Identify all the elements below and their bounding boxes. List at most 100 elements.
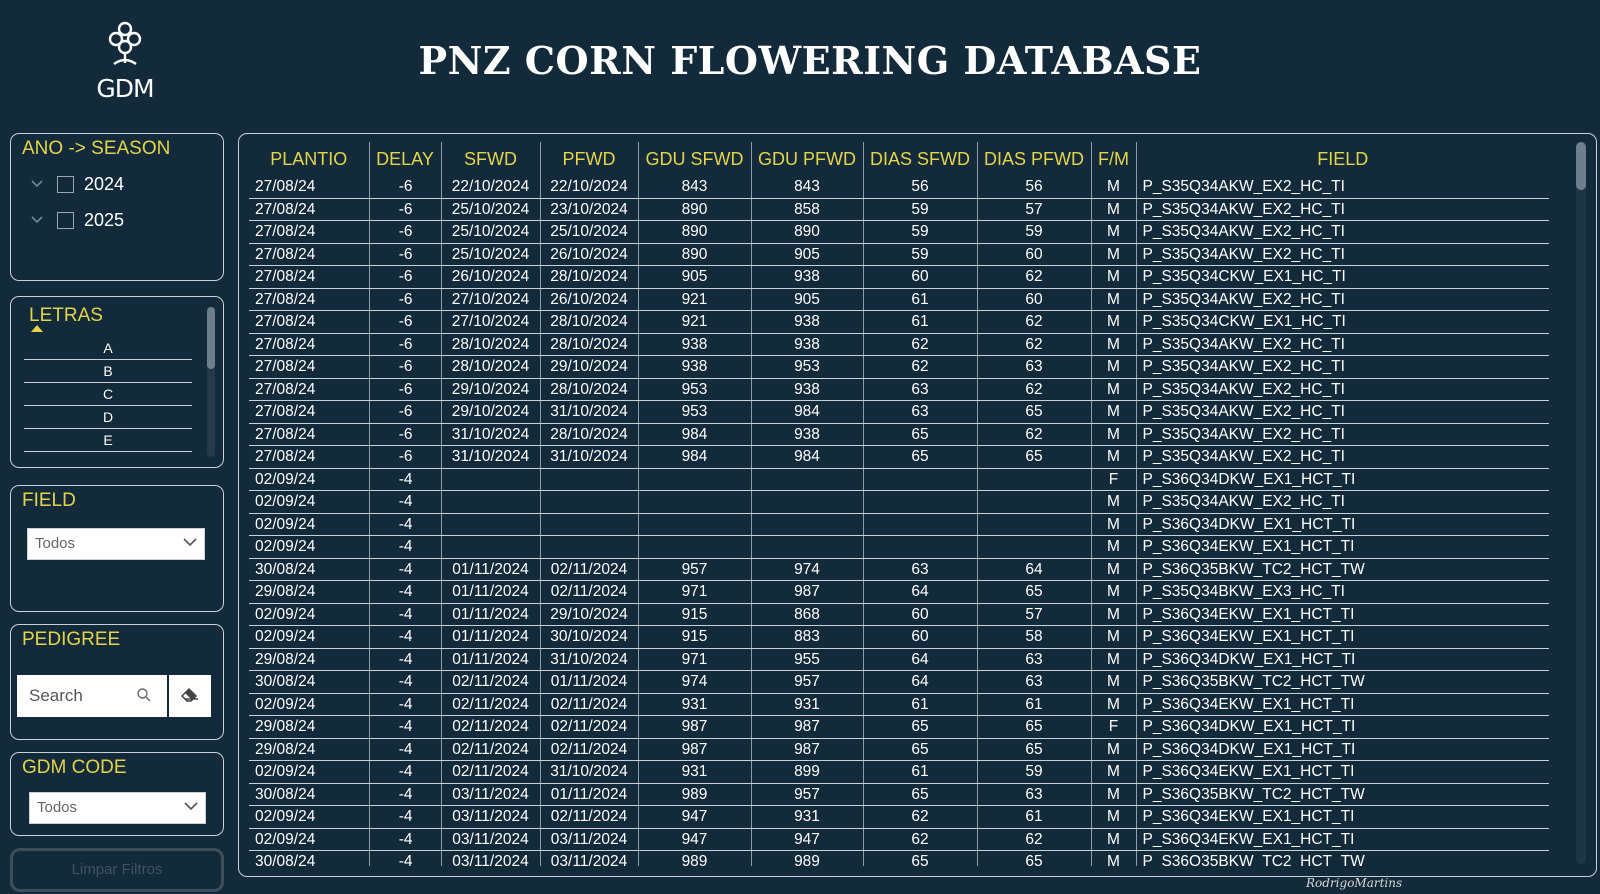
table-row[interactable]: 30/08/24 -4 01/11/2024 02/11/2024 957 974 63 64… <box>249 558 1549 581</box>
table-cell: 02/09/24 <box>249 490 369 514</box>
table-row[interactable]: 02/09/24 -4 02/11/2024 02/11/2024 931 931 61 61… <box>249 693 1549 716</box>
chevron-down-icon[interactable] <box>31 177 45 191</box>
table-cell: 29/10/2024 <box>440 400 540 424</box>
table-row[interactable]: 27/08/24 -6 25/10/2024 25/10/2024 890 890 59 59… <box>249 220 1549 244</box>
table-cell: 938 <box>750 378 863 401</box>
table-cell: P_S36Q34EKW_EX1_HCT_TI <box>1135 828 1549 851</box>
table-row[interactable]: 29/08/24 -4 01/11/2024 02/11/2024 971 987 64 65… <box>249 580 1549 604</box>
table-row[interactable]: 27/08/24 -6 29/10/2024 31/10/2024 953 984 63 65… <box>249 400 1549 424</box>
table-row[interactable]: 27/08/24 -6 26/10/2024 28/10/2024 905 938 60 62… <box>249 265 1549 289</box>
table-cell: M <box>1090 265 1136 289</box>
table-cell: 938 <box>750 310 863 334</box>
table-cell: M <box>1090 198 1136 221</box>
column-header[interactable]: PFWD <box>539 142 638 176</box>
table-cell: P_S36Q34EKW_EX1_HCT_TI <box>1135 625 1549 649</box>
field-dropdown[interactable]: Todos <box>27 528 205 560</box>
table-row[interactable]: 27/08/24 -6 31/10/2024 31/10/2024 984 984 65 65… <box>249 445 1549 469</box>
table-row[interactable]: 30/08/24 -4 03/11/2024 01/11/2024 989 957 65 63… <box>249 783 1549 806</box>
table-row[interactable]: 02/09/24 -4 01/11/2024 30/10/2024 915 883 60 58… <box>249 625 1549 649</box>
column-header[interactable]: FIELD <box>1135 142 1549 176</box>
season-checkbox[interactable] <box>57 211 74 229</box>
table-cell: -6 <box>368 265 441 289</box>
table-cell: 56 <box>976 176 1091 199</box>
table-cell: -4 <box>368 625 441 649</box>
column-header[interactable]: SFWD <box>440 142 540 176</box>
table-cell: M <box>1090 625 1136 649</box>
letras-item[interactable]: B <box>24 360 192 383</box>
table-cell <box>539 468 638 491</box>
table-cell: M <box>1090 648 1136 671</box>
letras-filter-title: LETRAS <box>29 305 103 326</box>
search-icon[interactable] <box>136 687 152 707</box>
letras-item[interactable]: C <box>24 383 192 406</box>
table-cell: 60 <box>976 243 1091 266</box>
scrollbar-thumb[interactable] <box>207 307 215 369</box>
table-row[interactable]: 02/09/24 -4 03/11/2024 02/11/2024 947 931 62 61… <box>249 805 1549 829</box>
table-cell: -4 <box>368 468 441 491</box>
table-row[interactable]: 02/09/24 -4 M P_S35Q34AKW_EX2_HC_TI <box>249 490 1549 514</box>
table-cell: 27/08/24 <box>249 400 369 424</box>
table-cell: 29/08/24 <box>249 580 369 604</box>
sort-ascending-icon[interactable] <box>31 325 43 332</box>
table-row[interactable]: 29/08/24 -4 01/11/2024 31/10/2024 971 955 64 63… <box>249 648 1549 671</box>
table-cell: 25/10/2024 <box>440 198 540 221</box>
column-header[interactable]: DIAS PFWD <box>976 142 1091 176</box>
table-row[interactable]: 02/09/24 -4 M P_S36Q34DKW_EX1_HCT_TI <box>249 513 1549 536</box>
author-signature: RodrigoMartins <box>1306 876 1403 890</box>
clear-filters-button[interactable]: Limpar Filtros <box>10 848 224 892</box>
data-table-panel: PLANTIO DELAY SFWD PFWD GDU SFWD GDU PFWD DIAS… <box>238 133 1597 877</box>
table-cell: P_S35Q34AKW_EX2_HC_TI <box>1135 355 1549 379</box>
letras-item[interactable]: D <box>24 406 192 429</box>
clear-search-button[interactable] <box>169 675 211 717</box>
table-row[interactable]: 27/08/24 -6 25/10/2024 23/10/2024 890 858 59 57… <box>249 198 1549 221</box>
table-row[interactable]: 27/08/24 -6 22/10/2024 22/10/2024 843 843 56 56… <box>249 176 1549 199</box>
table-row[interactable]: 02/09/24 -4 M P_S36Q34EKW_EX1_HCT_TI <box>249 535 1549 559</box>
table-row[interactable]: 27/08/24 -6 25/10/2024 26/10/2024 890 905 59 60… <box>249 243 1549 266</box>
table-row[interactable]: 27/08/24 -6 31/10/2024 28/10/2024 984 938 65 62… <box>249 423 1549 446</box>
column-header[interactable]: DELAY <box>368 142 441 176</box>
column-header[interactable]: F/M <box>1090 142 1136 176</box>
column-header[interactable]: PLANTIO <box>270 148 348 169</box>
table-row[interactable]: 29/08/24 -4 02/11/2024 02/11/2024 987 987 65 65… <box>249 738 1549 761</box>
column-header[interactable]: GDU PFWD <box>750 142 863 176</box>
table-cell: 02/11/2024 <box>539 738 638 761</box>
table-row[interactable]: 02/09/24 -4 03/11/2024 03/11/2024 947 947 62 62… <box>249 828 1549 851</box>
table-row[interactable]: 27/08/24 -6 29/10/2024 28/10/2024 953 938 63 62… <box>249 378 1549 401</box>
season-item-2024[interactable]: 2024 <box>31 171 124 197</box>
table-cell: 58 <box>976 625 1091 649</box>
chevron-down-icon[interactable] <box>31 213 45 227</box>
table-cell: P_S36Q34EKW_EX1_HCT_TI <box>1135 535 1549 559</box>
table-row[interactable]: 27/08/24 -6 27/10/2024 28/10/2024 921 938 61 62… <box>249 310 1549 334</box>
table-row[interactable]: 02/09/24 -4 F P_S36Q34DKW_EX1_HCT_TI <box>249 468 1549 491</box>
letras-item[interactable]: A <box>24 337 192 360</box>
table-cell: M <box>1090 445 1136 469</box>
season-checkbox[interactable] <box>57 175 74 193</box>
table-row[interactable]: 30/08/24 -4 03/11/2024 03/11/2024 989 989 65 65… <box>249 850 1549 866</box>
table-cell: 65 <box>862 423 977 446</box>
gdm-code-filter-panel: GDM CODE Todos <box>10 752 224 836</box>
pedigree-search-input[interactable] <box>17 675 127 717</box>
scrollbar-thumb[interactable] <box>1576 142 1586 190</box>
table-cell <box>539 535 638 559</box>
table-cell: 02/11/2024 <box>539 715 638 739</box>
table-cell: 915 <box>637 603 751 626</box>
letras-scrollbar[interactable] <box>207 307 215 457</box>
table-row[interactable]: 02/09/24 -4 01/11/2024 29/10/2024 915 868 60 57… <box>249 603 1549 626</box>
table-cell: M <box>1090 310 1136 334</box>
table-row[interactable]: 27/08/24 -6 27/10/2024 26/10/2024 921 905 61 60… <box>249 288 1549 311</box>
table-row[interactable]: 27/08/24 -6 28/10/2024 29/10/2024 938 953 62 63… <box>249 355 1549 379</box>
season-item-2025[interactable]: 2025 <box>31 207 124 233</box>
flower-logo-icon <box>108 21 142 65</box>
table-cell: 987 <box>637 738 751 761</box>
gdm-code-dropdown[interactable]: Todos <box>29 792 206 824</box>
column-header[interactable]: GDU SFWD <box>637 142 751 176</box>
table-row[interactable]: 30/08/24 -4 02/11/2024 01/11/2024 974 957 64 63… <box>249 670 1549 694</box>
table-row[interactable]: 02/09/24 -4 02/11/2024 31/10/2024 931 899 61 59… <box>249 760 1549 784</box>
table-row[interactable]: 27/08/24 -6 28/10/2024 28/10/2024 938 938 62 62… <box>249 333 1549 356</box>
table-cell: 843 <box>750 176 863 199</box>
table-scrollbar[interactable] <box>1576 142 1586 864</box>
table-row[interactable]: 29/08/24 -4 02/11/2024 02/11/2024 987 987 65 65… <box>249 715 1549 739</box>
letras-item[interactable]: E <box>24 429 192 452</box>
season-label: 2024 <box>84 173 125 194</box>
column-header[interactable]: DIAS SFWD <box>862 142 977 176</box>
